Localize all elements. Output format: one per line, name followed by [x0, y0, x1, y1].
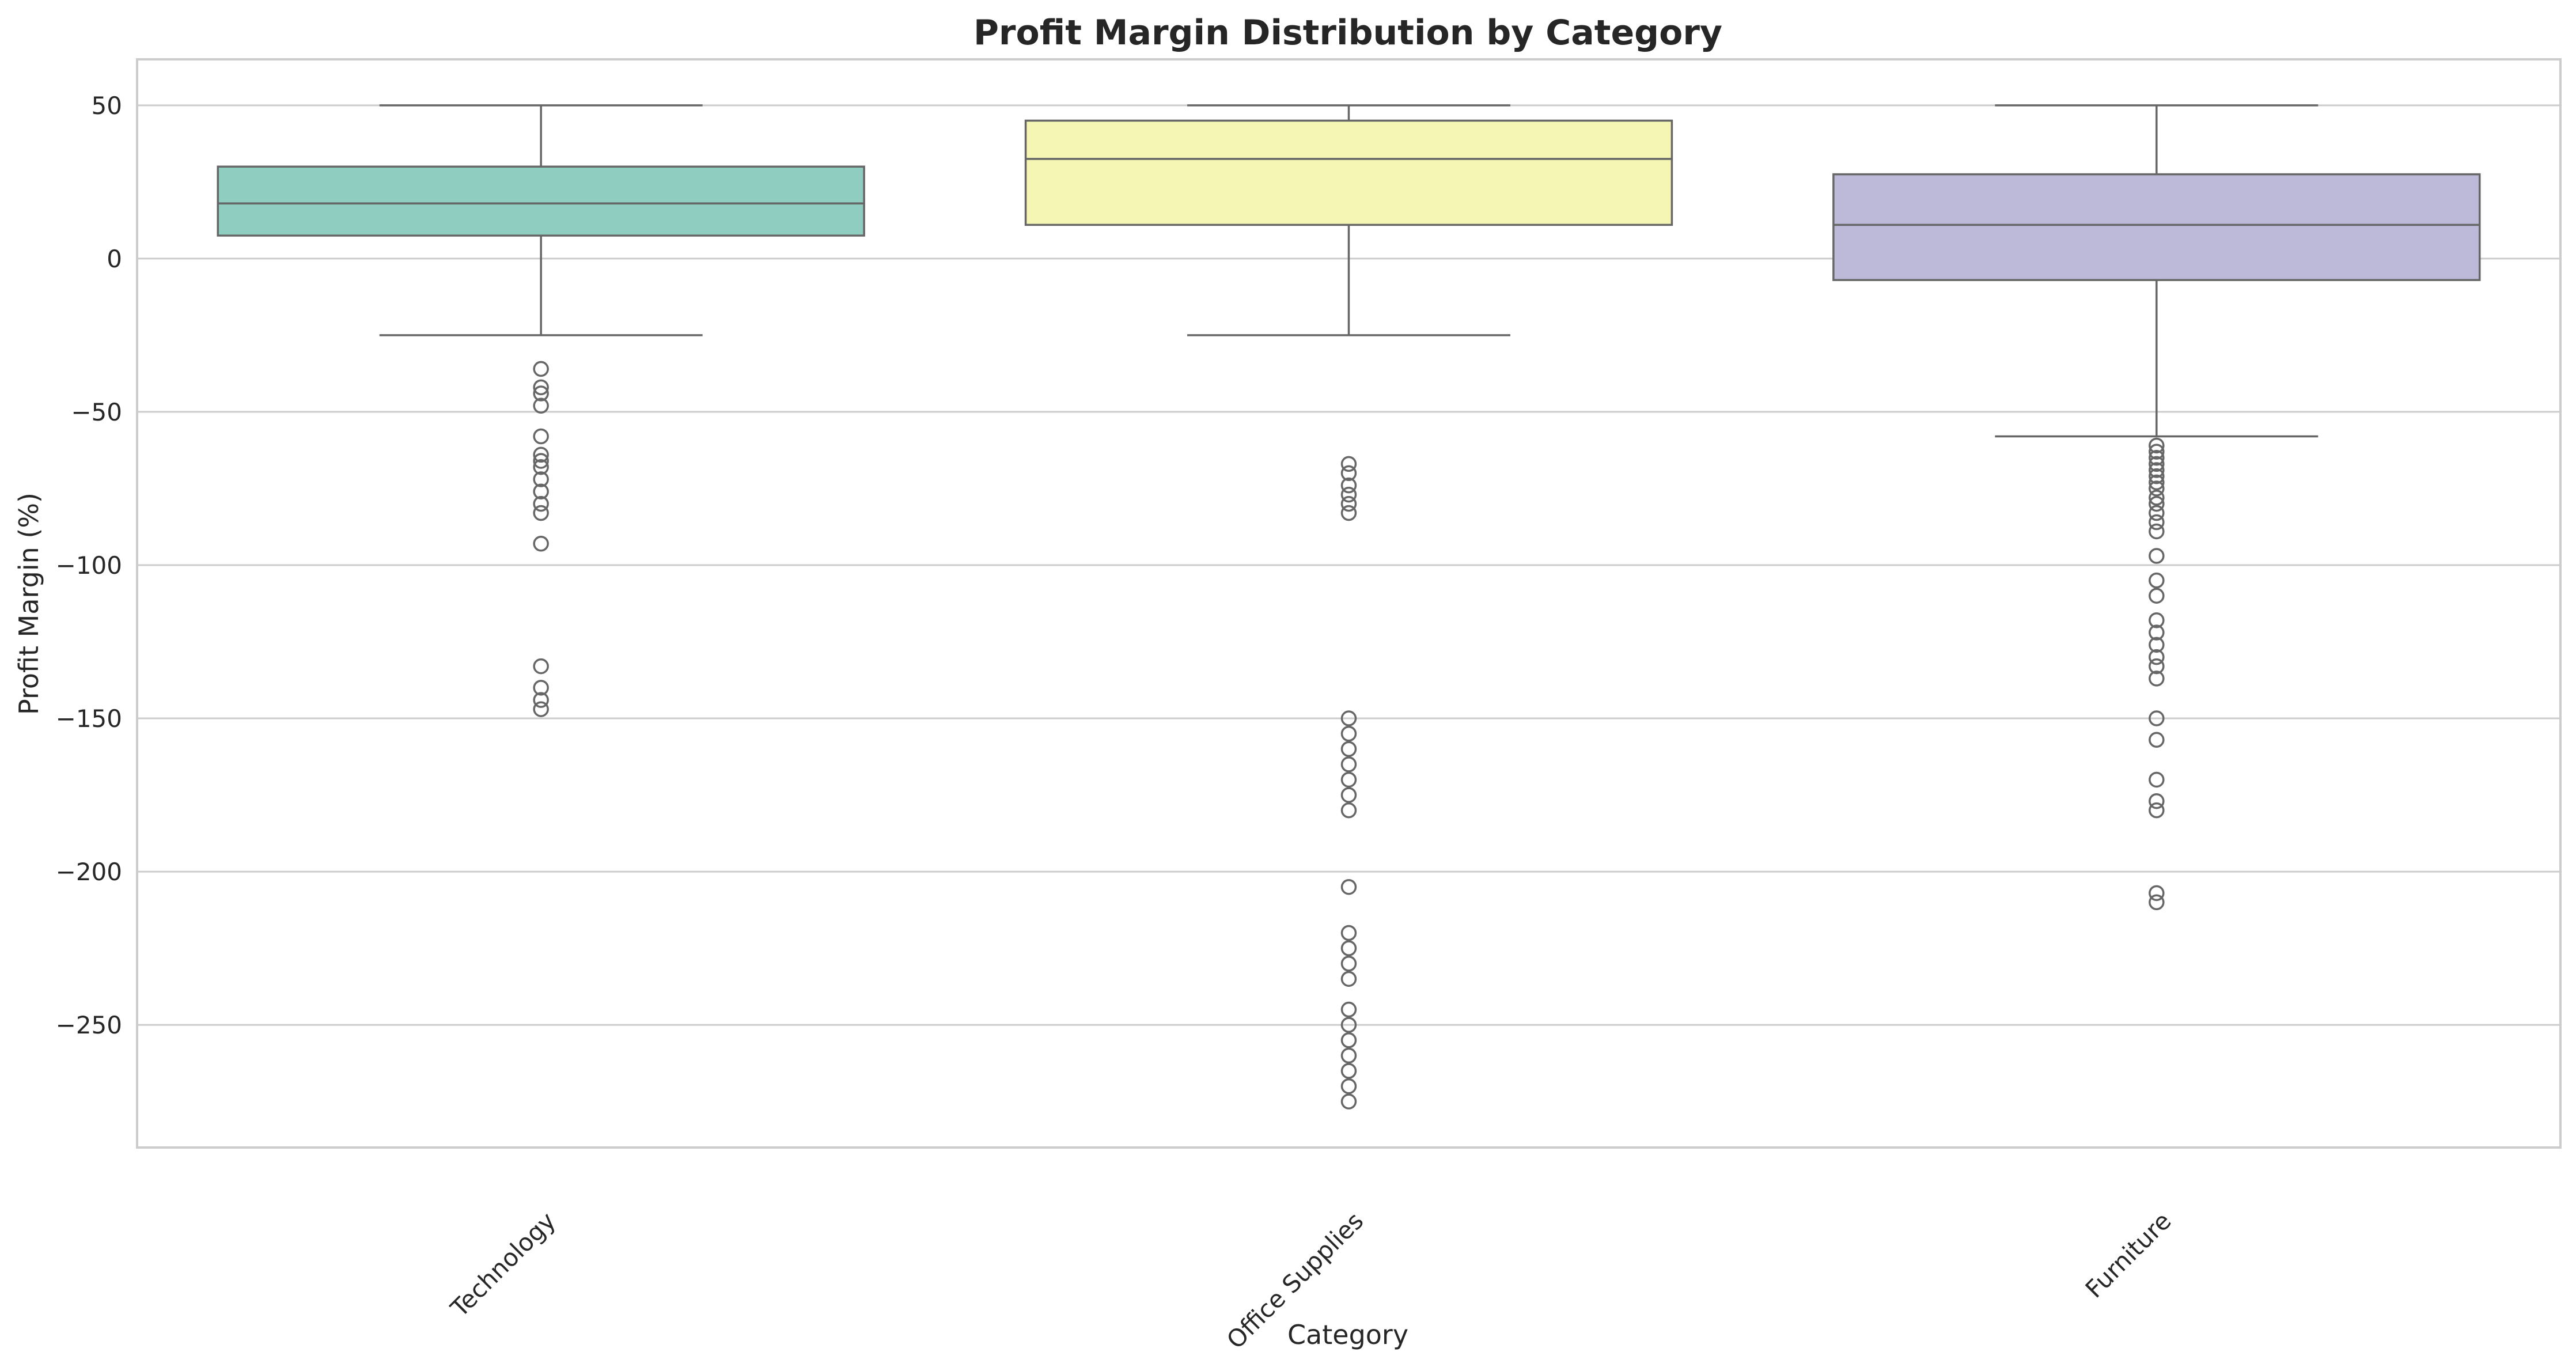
outlier-point [1340, 486, 1357, 503]
outlier-point [2149, 437, 2165, 454]
outlier-point [1340, 940, 1357, 956]
outlier-point [2149, 474, 2165, 491]
outlier-point [533, 535, 549, 552]
outlier-point [2149, 480, 2165, 497]
outlier-point [533, 658, 549, 675]
iqr-box [1832, 173, 2481, 281]
y-tick-labels: −250 −200 −150 −100 −50 0 50 [56, 92, 122, 1039]
iqr-box [1024, 119, 1673, 226]
outlier-point [1340, 741, 1357, 758]
outlier-point [2149, 894, 2165, 911]
outlier-point [1340, 465, 1357, 482]
outlier-point [1340, 456, 1357, 472]
box-group-furniture [1832, 104, 2481, 911]
outlier-point [533, 385, 549, 402]
x-tick-label: Technology [445, 1207, 561, 1323]
iqr-box [217, 165, 865, 237]
outlier-point [1340, 955, 1357, 972]
outlier-point [1340, 505, 1357, 521]
outlier-point [1340, 971, 1357, 987]
outlier-point [2149, 710, 2165, 726]
outlier-point [2149, 523, 2165, 540]
y-tick-label: −200 [56, 858, 122, 886]
chart-title: Profit Margin Distribution by Category [973, 13, 1722, 53]
outlier-point [2149, 449, 2165, 466]
outlier-point [1340, 787, 1357, 803]
outlier-point [1340, 710, 1357, 726]
outlier-point [533, 701, 549, 717]
outlier-point [2149, 637, 2165, 653]
outlier-point [1340, 771, 1357, 788]
outlier-point [2149, 658, 2165, 675]
outlier-point [1340, 756, 1357, 773]
outlier-point [2149, 732, 2165, 748]
outlier-point [2149, 468, 2165, 484]
box-group-office-supplies [1024, 104, 1673, 1109]
outlier-point [2149, 802, 2165, 819]
y-tick-label: −100 [56, 551, 122, 580]
outlier-point [1340, 802, 1357, 819]
outlier-point [1340, 725, 1357, 742]
y-tick-label: −150 [56, 705, 122, 733]
x-tick-label: Furniture [2080, 1207, 2177, 1304]
x-axis-label: Category [1287, 1319, 1408, 1350]
outlier-point [2149, 588, 2165, 604]
outlier-point [1340, 477, 1357, 494]
outlier-point [1340, 878, 1357, 895]
outlier-point [2149, 793, 2165, 809]
y-tick-label: 50 [92, 92, 122, 120]
outlier-point [533, 483, 549, 500]
outlier-point [533, 459, 549, 475]
outlier-point [2149, 548, 2165, 564]
outlier-point [533, 505, 549, 521]
outlier-point [1340, 1078, 1357, 1095]
outlier-point [533, 446, 549, 463]
outlier-point [2149, 649, 2165, 665]
plot-frame [136, 58, 2562, 1149]
box-group-technology [217, 104, 865, 717]
outlier-point [1340, 1047, 1357, 1064]
outlier-point [533, 680, 549, 696]
outlier-point [533, 397, 549, 414]
outlier-point [1340, 1032, 1357, 1048]
outlier-point [1340, 1001, 1357, 1018]
outlier-point [2149, 462, 2165, 478]
outlier-point [533, 428, 549, 445]
outlier-point [533, 379, 549, 396]
outlier-point [2149, 495, 2165, 512]
outlier-point [2149, 671, 2165, 687]
outlier-point [533, 361, 549, 377]
outlier-point [2149, 885, 2165, 902]
outlier-point [533, 692, 549, 708]
outlier-point [2149, 514, 2165, 531]
y-tick-label: −50 [71, 398, 122, 426]
outlier-point [1340, 495, 1357, 512]
outlier-point [533, 471, 549, 487]
outlier-point [1340, 1093, 1357, 1109]
box-layer [217, 104, 2481, 1109]
outlier-point [2149, 612, 2165, 628]
outlier-point [2149, 490, 2165, 506]
outlier-point [2149, 505, 2165, 521]
outlier-point [2149, 444, 2165, 460]
y-tick-label: 0 [107, 245, 122, 273]
outlier-point [533, 495, 549, 512]
outlier-point [533, 453, 549, 469]
outlier-point [2149, 456, 2165, 472]
outlier-point [1340, 1063, 1357, 1079]
outlier-point [1340, 925, 1357, 941]
outlier-point [2149, 572, 2165, 589]
outlier-point [1340, 1017, 1357, 1033]
outlier-point [2149, 771, 2165, 788]
y-tick-label: −250 [56, 1011, 122, 1039]
y-axis-label: Profit Margin (%) [13, 493, 44, 715]
outlier-point [2149, 624, 2165, 641]
